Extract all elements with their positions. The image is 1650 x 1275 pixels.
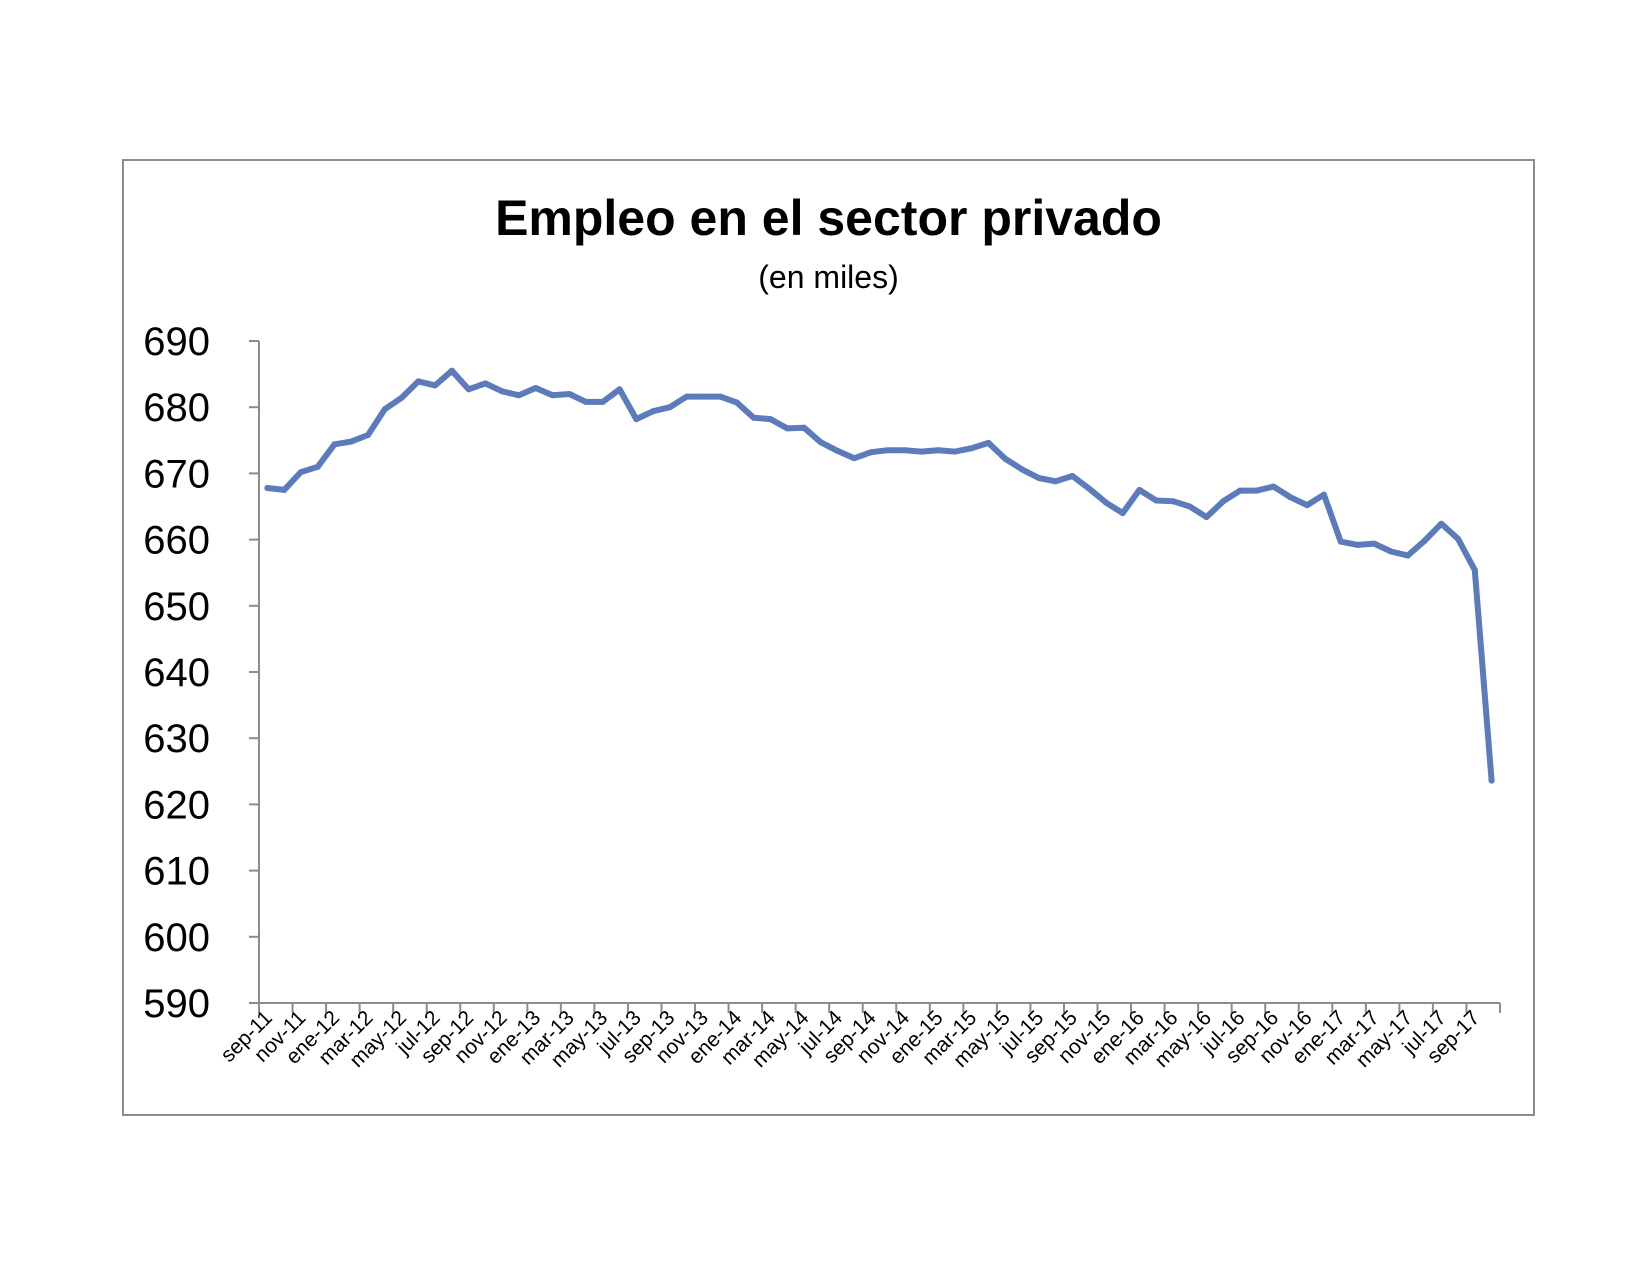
data-point (683, 393, 690, 400)
data-point (1387, 548, 1394, 555)
data-point (901, 447, 908, 454)
data-point (1455, 535, 1462, 542)
data-point (515, 392, 522, 399)
data-point (297, 469, 304, 476)
chart-frame: Empleo en el sector privado (en miles) (122, 159, 1535, 1116)
data-point (482, 380, 489, 387)
data-point (1287, 494, 1294, 501)
data-point (1304, 502, 1311, 509)
axes (258, 341, 1500, 1004)
data-point (331, 441, 338, 448)
chart-subtitle: (en miles) (758, 259, 899, 295)
data-point (733, 399, 740, 406)
data-point (1035, 475, 1042, 482)
x-axis-ticks: sep-11nov-11ene-12mar-12may-12jul-12sep-… (216, 1003, 1501, 1072)
y-tick-label: 690 (143, 320, 210, 364)
y-tick-label: 620 (143, 783, 210, 827)
data-point (499, 388, 506, 395)
data-point (1153, 497, 1160, 504)
data-point (616, 386, 623, 393)
data-point (1119, 510, 1126, 517)
data-point (1052, 478, 1059, 485)
data-point (583, 398, 590, 405)
data-point (1371, 540, 1378, 547)
data-point (1136, 486, 1143, 493)
y-tick-label: 660 (143, 519, 210, 563)
data-point (1102, 499, 1109, 506)
data-point (767, 416, 774, 423)
data-point (1019, 466, 1026, 473)
data-point (1253, 487, 1260, 494)
series-line (264, 367, 1495, 784)
data-point (381, 406, 388, 413)
data-point (968, 445, 975, 452)
data-point (1002, 455, 1009, 462)
data-point (650, 408, 657, 415)
y-tick-label: 590 (143, 982, 210, 1026)
data-point (801, 424, 808, 431)
data-point (365, 432, 372, 439)
data-point (281, 486, 288, 493)
data-point (1069, 473, 1076, 480)
data-point (348, 438, 355, 445)
data-point (918, 448, 925, 455)
data-point (985, 439, 992, 446)
data-point (398, 394, 405, 401)
data-point (599, 398, 606, 405)
data-point (717, 393, 724, 400)
data-point (1237, 487, 1244, 494)
data-point (868, 449, 875, 456)
chart-title: Empleo en el sector privado (495, 190, 1162, 246)
data-point (851, 455, 858, 462)
data-point (1220, 498, 1227, 505)
y-tick-label: 610 (143, 850, 210, 894)
data-point (817, 439, 824, 446)
data-point (1337, 538, 1344, 545)
data-point (432, 382, 439, 389)
data-point (448, 367, 455, 374)
series-group (264, 367, 1495, 784)
data-point (884, 447, 891, 454)
y-tick-label: 640 (143, 651, 210, 695)
data-point (1270, 483, 1277, 490)
data-point (1404, 552, 1411, 559)
data-point (951, 448, 958, 455)
data-point (1203, 514, 1210, 521)
data-point (750, 414, 757, 421)
data-point (1488, 777, 1495, 784)
data-point (415, 378, 422, 385)
y-tick-label: 600 (143, 916, 210, 960)
y-tick-label: 670 (143, 452, 210, 496)
data-point (1169, 498, 1176, 505)
data-point (566, 390, 573, 397)
y-tick-label: 630 (143, 717, 210, 761)
data-point (1471, 567, 1478, 574)
data-point (532, 385, 539, 392)
data-point (935, 447, 942, 454)
data-point (1086, 485, 1093, 492)
data-point (314, 463, 321, 470)
data-point (549, 392, 556, 399)
data-point (784, 425, 791, 432)
data-point (633, 416, 640, 423)
y-axis-ticks: 690 680 670 660 650 640 630 620 610 600 590 (143, 320, 259, 1026)
data-point (1438, 520, 1445, 527)
y-tick-label: 650 (143, 585, 210, 629)
data-point (700, 393, 707, 400)
data-point (666, 404, 673, 411)
data-point (834, 447, 841, 454)
y-tick-label: 680 (143, 386, 210, 430)
data-point (1320, 491, 1327, 498)
data-point (1186, 503, 1193, 510)
data-point (465, 386, 472, 393)
data-point (1354, 541, 1361, 548)
data-point (1421, 537, 1428, 544)
data-point (264, 484, 271, 491)
